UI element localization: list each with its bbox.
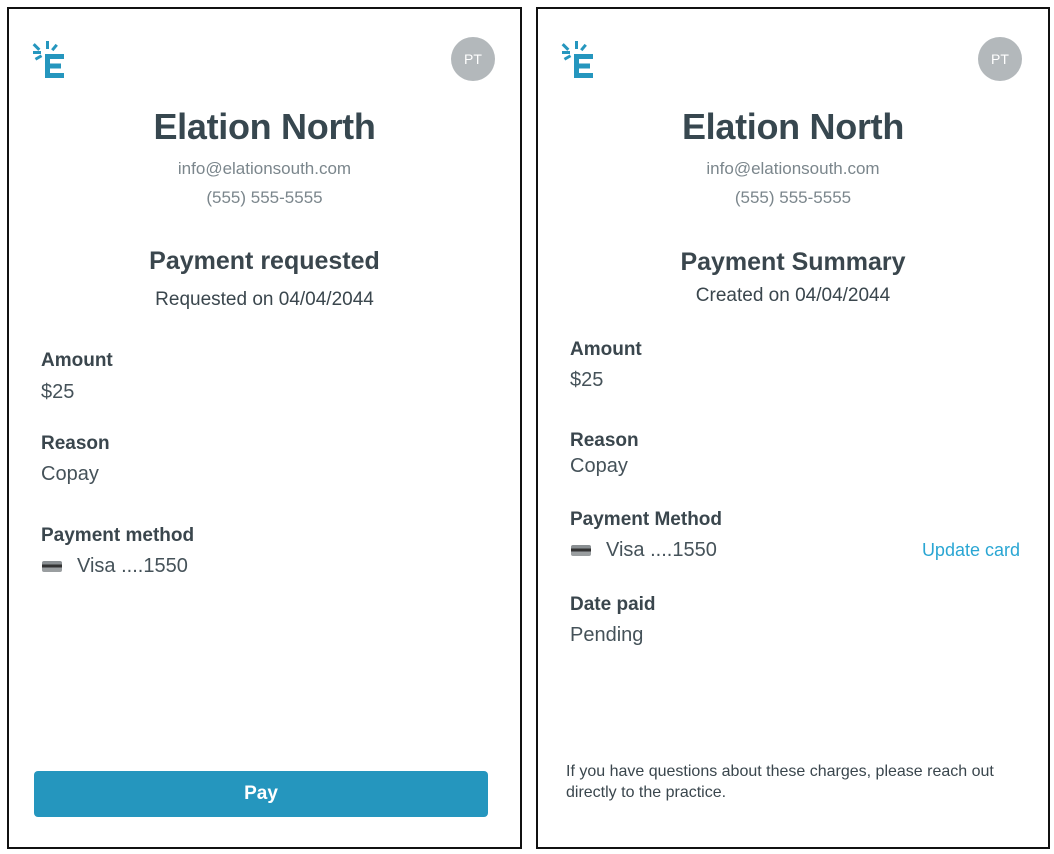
practice-email: info@elationsouth.com <box>177 159 352 178</box>
payment-summary-panel: PT Elation North info@elationsouth.com (… <box>536 7 1050 849</box>
practice-email: info@elationsouth.com <box>706 159 880 178</box>
payment-method-label: Payment method <box>41 525 195 546</box>
amount-value: $25 <box>570 369 604 391</box>
requested-date: Requested on 04/04/2044 <box>155 289 374 310</box>
date-paid-value: Pending <box>570 624 644 646</box>
created-date: Created on 04/04/2044 <box>695 285 891 306</box>
practice-name: Elation North <box>681 106 905 147</box>
payment-method-value: Visa ....1550 <box>77 555 188 577</box>
avatar[interactable]: PT <box>451 37 495 81</box>
pay-button[interactable]: Pay <box>34 771 488 817</box>
practice-phone: (555) 555-5555 <box>734 188 852 207</box>
amount-label: Amount <box>41 350 113 371</box>
credit-card-icon <box>42 561 62 572</box>
page-heading: Payment Summary <box>680 248 906 276</box>
page-heading: Payment requested <box>149 247 380 275</box>
avatar[interactable]: PT <box>978 37 1022 81</box>
footer-note: If you have questions about these charge… <box>566 763 994 801</box>
payment-request-panel: PT Elation North info@elationsouth.com (… <box>7 7 522 849</box>
elation-logo-icon <box>32 41 64 78</box>
payment-method-value: Visa ....1550 <box>606 539 717 561</box>
reason-label: Reason <box>41 433 110 454</box>
reason-value: Copay <box>570 455 628 477</box>
amount-value: $25 <box>41 381 75 403</box>
reason-value: Copay <box>41 463 99 485</box>
update-card-link[interactable]: Update card <box>921 540 1020 560</box>
payment-method-label: Payment Method <box>570 509 723 530</box>
amount-label: Amount <box>570 339 642 360</box>
elation-logo-icon <box>561 41 593 78</box>
date-paid-label: Date paid <box>570 594 656 615</box>
practice-phone: (555) 555-5555 <box>206 188 323 207</box>
credit-card-icon <box>571 545 591 556</box>
practice-name: Elation North <box>153 106 376 147</box>
reason-label: Reason <box>570 430 639 451</box>
